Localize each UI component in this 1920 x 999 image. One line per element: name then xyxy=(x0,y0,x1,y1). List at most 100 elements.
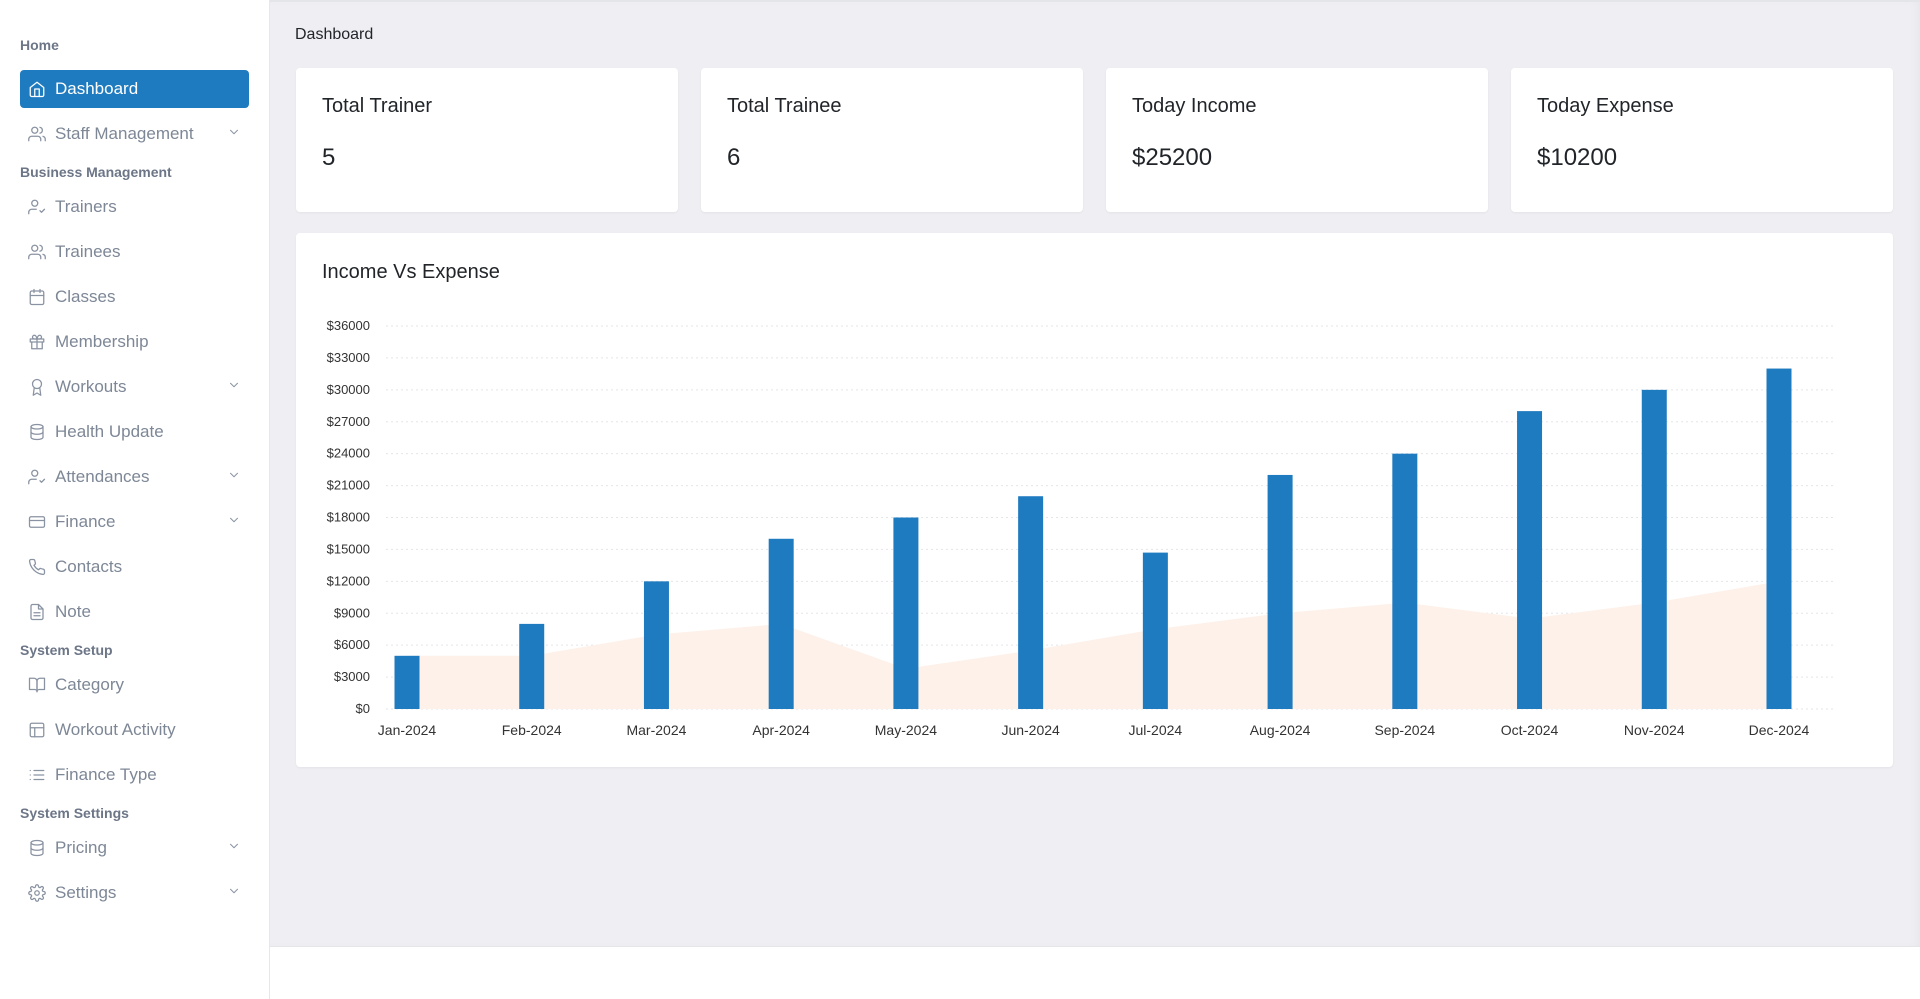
x-tick-label: Mar-2024 xyxy=(626,722,686,738)
sidebar-item-label: Trainers xyxy=(55,197,117,216)
y-tick-label: $0 xyxy=(356,701,370,716)
income-bar xyxy=(394,655,420,709)
sidebar-item-finance-type[interactable]: Finance Type xyxy=(20,756,249,794)
y-tick-label: $27000 xyxy=(327,414,370,429)
section-title-business: Business Management xyxy=(20,164,172,180)
sidebar-item-label: Finance xyxy=(55,512,116,531)
sidebar-item-workout-activity[interactable]: Workout Activity xyxy=(20,711,249,749)
sidebar-item-label: Contacts xyxy=(55,557,123,576)
income-bar xyxy=(768,538,794,709)
stat-card-today-income: Today Income $25200 xyxy=(1106,68,1488,212)
section-title-home: Home xyxy=(20,37,59,53)
x-tick-label: May-2024 xyxy=(875,722,937,738)
database-icon xyxy=(27,838,47,858)
sidebar-item-health-update[interactable]: Health Update xyxy=(20,413,249,451)
y-tick-label: $36000 xyxy=(327,318,370,333)
gift-icon xyxy=(27,332,47,352)
y-tick-label: $18000 xyxy=(327,510,370,525)
stat-card-total-trainee: Total Trainee 6 xyxy=(701,68,1083,212)
income-bar xyxy=(1392,453,1418,709)
income-bar xyxy=(1018,496,1044,709)
sidebar-item-label: Attendances xyxy=(55,467,150,486)
sidebar-item-label: Settings xyxy=(55,883,117,902)
x-tick-label: Jul-2024 xyxy=(1129,722,1183,738)
x-tick-label: Oct-2024 xyxy=(1501,722,1559,738)
y-tick-label: $21000 xyxy=(327,478,370,493)
expense-area xyxy=(407,581,1779,709)
chevron-down-icon[interactable] xyxy=(227,377,241,397)
database-icon xyxy=(27,422,47,442)
sidebar-item-label: Health Update xyxy=(55,422,164,441)
y-tick-label: $9000 xyxy=(334,605,370,620)
main-content: Dashboard Total Trainer 5 Total Trainee … xyxy=(270,0,1920,946)
gear-icon xyxy=(27,883,47,903)
footer xyxy=(270,946,1920,999)
income-bar xyxy=(893,517,919,709)
sidebar-item-membership[interactable]: Membership xyxy=(20,323,249,361)
sidebar-item-label: Finance Type xyxy=(55,765,157,784)
chevron-down-icon[interactable] xyxy=(227,838,241,858)
income-expense-chart-card: Income Vs Expense $0 $3000 $6000 $9000 $1200… xyxy=(296,233,1893,767)
sidebar-item-label: Membership xyxy=(55,332,149,351)
sidebar-item-finance[interactable]: Finance xyxy=(20,503,249,541)
section-title-setup: System Setup xyxy=(20,642,113,658)
chevron-down-icon[interactable] xyxy=(227,467,241,487)
y-tick-label: $3000 xyxy=(334,669,370,684)
x-tick-label: Feb-2024 xyxy=(502,722,562,738)
income-bar xyxy=(1641,389,1667,709)
sidebar-item-settings[interactable]: Settings xyxy=(20,874,249,912)
sidebar-item-dashboard[interactable]: Dashboard xyxy=(20,70,249,108)
stat-card-value: $25200 xyxy=(1132,144,1213,171)
chart-title: Income Vs Expense xyxy=(322,261,500,283)
sidebar-item-trainers[interactable]: Trainers xyxy=(20,188,249,226)
income-bar xyxy=(519,623,545,709)
sidebar-item-trainees[interactable]: Trainees xyxy=(20,233,249,271)
stat-card-title: Today Expense xyxy=(1537,95,1674,117)
y-tick-label: $12000 xyxy=(327,573,370,588)
section-title-settings: System Settings xyxy=(20,805,129,821)
income-bar xyxy=(1517,411,1543,709)
x-tick-label: Aug-2024 xyxy=(1250,722,1311,738)
sidebar-item-staff-management[interactable]: Staff Management xyxy=(20,115,249,153)
chevron-down-icon[interactable] xyxy=(227,512,241,532)
sidebar-item-label: Workout Activity xyxy=(55,720,176,739)
sidebar-item-label: Staff Management xyxy=(55,124,194,143)
chevron-down-icon[interactable] xyxy=(227,883,241,903)
stat-card-title: Today Income xyxy=(1132,95,1257,117)
award-icon xyxy=(27,377,47,397)
sidebar-item-pricing[interactable]: Pricing xyxy=(20,829,249,867)
x-tick-label: Jun-2024 xyxy=(1001,722,1060,738)
y-tick-label: $24000 xyxy=(327,446,370,461)
sidebar-item-workouts[interactable]: Workouts xyxy=(20,368,249,406)
stat-card-total-trainer: Total Trainer 5 xyxy=(296,68,678,212)
sidebar-item-classes[interactable]: Classes xyxy=(20,278,249,316)
x-tick-label: Nov-2024 xyxy=(1624,722,1685,738)
sidebar: Home Dashboard Staff Management Business… xyxy=(0,0,270,999)
x-tick-label: Dec-2024 xyxy=(1749,722,1810,738)
stat-card-value: 6 xyxy=(727,144,741,171)
sidebar-item-label: Workouts xyxy=(55,377,127,396)
income-bar xyxy=(1142,552,1168,709)
sidebar-item-contacts[interactable]: Contacts xyxy=(20,548,249,586)
sidebar-item-label: Classes xyxy=(55,287,116,306)
income-expense-chart: $0 $3000 $6000 $9000 $12000 $15000 $18000 $2100… xyxy=(327,318,1836,738)
y-tick-label: $33000 xyxy=(327,350,370,365)
income-bar xyxy=(1766,368,1792,709)
x-tick-label: Apr-2024 xyxy=(752,722,810,738)
stat-card-title: Total Trainer xyxy=(322,95,433,117)
sidebar-item-label: Pricing xyxy=(55,838,107,857)
sidebar-item-note[interactable]: Note xyxy=(20,593,249,631)
layout-icon xyxy=(27,720,47,740)
chevron-down-icon[interactable] xyxy=(227,124,241,144)
users-icon xyxy=(27,242,47,262)
breadcrumb: Dashboard xyxy=(295,26,374,43)
sidebar-item-label: Category xyxy=(55,675,124,694)
phone-icon xyxy=(27,557,47,577)
y-tick-label: $30000 xyxy=(327,382,370,397)
y-tick-label: $15000 xyxy=(327,541,370,556)
list-icon xyxy=(27,765,47,785)
file-icon xyxy=(27,602,47,622)
sidebar-item-attendances[interactable]: Attendances xyxy=(20,458,249,496)
sidebar-item-category[interactable]: Category xyxy=(20,666,249,704)
stat-card-today-expense: Today Expense $10200 xyxy=(1511,68,1893,212)
